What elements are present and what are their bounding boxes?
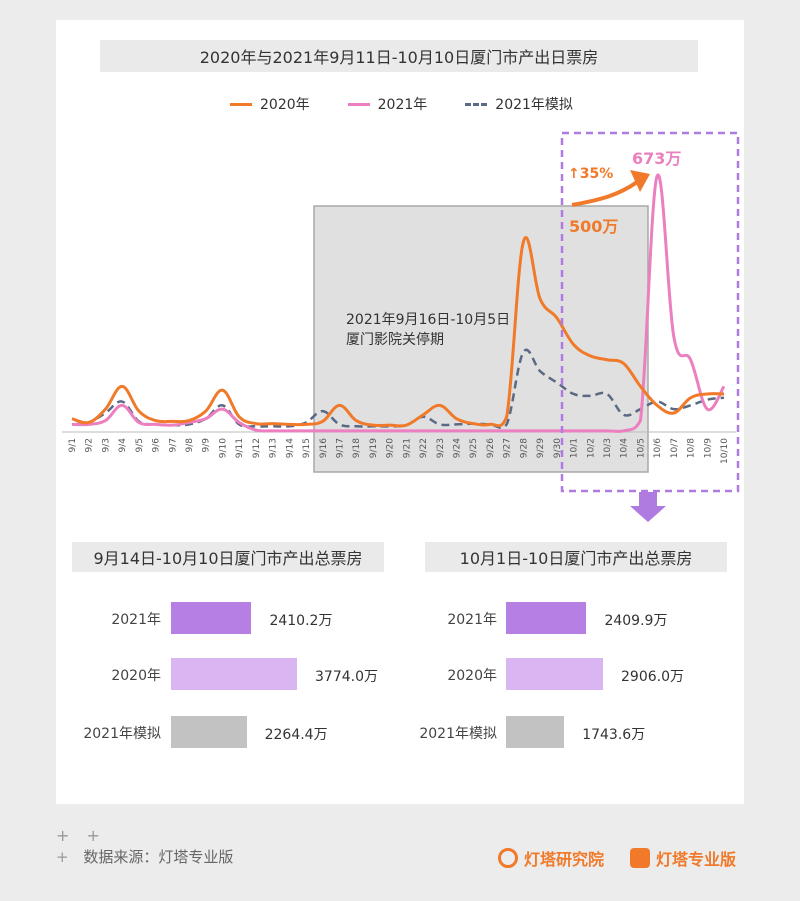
legend-swatch-2020 (230, 102, 252, 106)
x-tick-label: 9/17 (335, 438, 345, 458)
bar (506, 658, 604, 690)
x-tick-label: 10/10 (720, 438, 730, 464)
legend-label-2020: 2020年 (260, 97, 310, 113)
x-tick-label: 10/4 (620, 438, 630, 458)
growth-arrowhead-icon (630, 170, 650, 192)
closure-period-box (313, 205, 649, 473)
x-tick-label: 9/4 (118, 438, 128, 453)
x-tick-label: 9/7 (168, 438, 178, 452)
x-tick-label: 10/8 (687, 438, 697, 458)
line-chart-title: 2020年与2021年9月11日-10月10日厦门市产出日票房 (100, 40, 698, 72)
series-layer (71, 173, 726, 433)
logo-research: 灯塔研究院 (498, 846, 604, 870)
bar-category-label: 2020年 (111, 668, 161, 684)
x-tick-label: 10/3 (603, 438, 613, 458)
bar-category-label: 2021年模拟 (419, 726, 497, 742)
x-tick-label: 9/16 (319, 438, 329, 458)
line-chart: 2021年9月16日-10月5日 厦门影院关停期 9/1 9/2 9/3 9/4 9/5… (62, 131, 740, 522)
bar-value-label: 1743.6万 (582, 727, 646, 743)
x-tick-label: 9/9 (202, 438, 212, 453)
growth-arrow-icon (571, 178, 642, 207)
bar (506, 602, 587, 634)
x-tick-label: 9/19 (369, 438, 379, 458)
legend-swatch-2021 (347, 102, 370, 106)
x-tick-label: 10/2 (586, 438, 596, 458)
x-tick-label: 9/5 (135, 438, 145, 452)
x-tick-label: 9/13 (269, 438, 279, 458)
x-tick-label: 9/27 (503, 438, 513, 458)
x-tick-label: 9/24 (453, 438, 463, 458)
bar-chart-2-title: 10月1日-10日厦门市产出总票房 (425, 542, 727, 572)
peak-2020-label: 500万 (569, 217, 618, 236)
x-tick-label: 10/5 (636, 438, 646, 458)
bar-category-label: 2021年 (447, 612, 497, 628)
x-tick-label: 9/22 (419, 438, 429, 458)
pro-logo-icon (630, 848, 650, 868)
x-tick-label: 9/18 (352, 438, 362, 458)
x-tick-label: 10/1 (570, 438, 580, 458)
x-tick-label: 9/23 (436, 438, 446, 458)
peak-2021-label: 673万 (632, 149, 681, 168)
logo-pro: 灯塔专业版 (630, 846, 736, 870)
footer-source-text: 数据来源：灯塔专业版 (83, 848, 234, 866)
x-tick-label: 9/25 (469, 438, 479, 458)
legend-item-sim: 2021年模拟 (465, 94, 573, 114)
footer-plus-2: + (56, 848, 69, 866)
bar-value-label: 2409.9万 (604, 613, 668, 629)
research-logo-icon (498, 848, 518, 868)
x-tick-label: 9/2 (85, 438, 95, 452)
footer-source: + 数据来源：灯塔专业版 (56, 846, 233, 867)
x-tick-label: 9/29 (536, 438, 546, 458)
x-tick-label: 9/14 (285, 438, 295, 458)
closure-text-1: 2021年9月16日-10月5日 (346, 312, 510, 328)
down-arrow-icon (630, 492, 666, 522)
x-tick-label: 9/26 (486, 438, 496, 458)
x-tick-label: 9/30 (553, 438, 563, 458)
logo-research-text: 灯塔研究院 (524, 850, 605, 869)
x-tick-label: 10/6 (653, 438, 663, 458)
series-line-2020 (71, 236, 725, 428)
x-tick-label: 10/9 (703, 438, 713, 458)
legend-label-2021: 2021年 (377, 97, 428, 113)
bar-value-label: 3774.0万 (315, 669, 378, 685)
legend-item-2020: 2020年 (230, 94, 310, 114)
bar-value-label: 2410.2万 (269, 613, 333, 629)
logo-pro-text: 灯塔专业版 (656, 850, 737, 869)
bar (171, 658, 297, 690)
legend-item-2021: 2021年 (347, 94, 428, 114)
x-tick-label: 9/11 (235, 438, 245, 458)
series-line-2021 (71, 173, 726, 433)
x-tick-label: 9/1 (68, 438, 78, 452)
x-tick-label: 9/10 (218, 438, 228, 458)
x-axis: 9/1 9/2 9/3 9/4 9/5 9/6 9/7 9/8 9/9 9/10 9/11 9/12 9… (62, 431, 736, 464)
x-tick-label: 9/15 (302, 438, 312, 458)
legend-swatch-sim (465, 102, 488, 106)
x-tick-label: 9/12 (252, 438, 262, 458)
bar (171, 716, 247, 748)
holiday-highlight-box (560, 131, 740, 493)
line-chart-legend: 2020年 2021年 2021年模拟 (230, 94, 573, 114)
bar-value-label: 2906.0万 (621, 669, 685, 685)
bar (506, 716, 565, 748)
bar-chart-1-title: 9月14日-10月10日厦门市产出总票房 (72, 542, 384, 572)
x-tick-label: 9/6 (152, 438, 162, 453)
bar-category-label: 2021年 (111, 612, 161, 628)
x-tick-label: 9/20 (386, 438, 396, 458)
x-tick-label: 9/21 (402, 438, 412, 458)
footer-plus: + + (56, 826, 106, 845)
bar-category-label: 2021年模拟 (83, 726, 161, 742)
x-tick-label: 10/7 (670, 438, 680, 458)
closure-text-2: 厦门影院关停期 (346, 331, 444, 348)
x-tick-label: 9/8 (185, 438, 195, 453)
x-tick-label: 9/3 (101, 438, 111, 452)
bar-value-label: 2264.4万 (264, 727, 328, 743)
growth-label: ↑35% (568, 166, 613, 182)
bar (171, 602, 252, 634)
legend-label-sim: 2021年模拟 (495, 97, 573, 113)
bar-category-label: 2020年 (447, 668, 497, 684)
x-tick-label: 9/28 (519, 438, 529, 458)
